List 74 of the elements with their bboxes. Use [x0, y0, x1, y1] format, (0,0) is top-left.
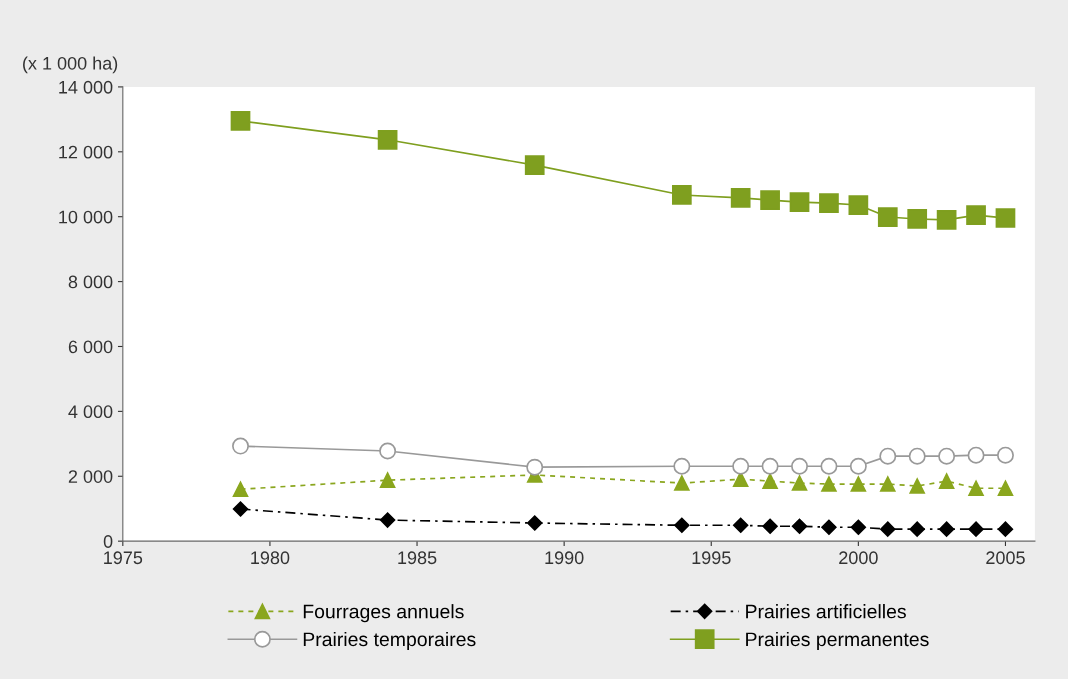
point: [760, 190, 780, 211]
point: [909, 521, 925, 537]
point: [909, 478, 925, 494]
point: [997, 480, 1014, 497]
point: [938, 473, 955, 489]
point: [877, 207, 898, 227]
point: [966, 205, 986, 225]
x-tick-label: 1975: [104, 551, 143, 565]
point: [526, 458, 544, 476]
x-tick-label: 2000: [839, 551, 878, 565]
point: [671, 185, 692, 205]
y-tick-label: 8 000: [68, 275, 113, 289]
x-tick-label: 2005: [986, 551, 1025, 565]
y-tick-label: 6 000: [68, 340, 113, 354]
point: [879, 447, 897, 465]
point: [997, 521, 1014, 537]
point: [821, 476, 837, 492]
y-tick-label: 2 000: [68, 470, 113, 483]
y-tick-label: 12 000: [59, 145, 113, 159]
y-tick-label: 10 000: [59, 210, 113, 224]
point: [762, 518, 778, 534]
point: [762, 473, 778, 489]
point: [880, 521, 896, 537]
point: [938, 521, 955, 537]
point: [968, 521, 984, 537]
point: [936, 210, 957, 230]
point: [230, 111, 251, 131]
x-tick-label: 1985: [398, 551, 437, 565]
point: [377, 129, 398, 150]
point: [820, 457, 838, 475]
point: [527, 515, 543, 531]
point: [789, 192, 810, 212]
legend-label: Prairies permanentes: [746, 631, 929, 651]
point: [232, 501, 249, 517]
legend-label: Prairies temporaires: [303, 631, 476, 651]
point: [732, 517, 749, 533]
point: [674, 475, 690, 491]
point: [850, 476, 867, 492]
point: [819, 193, 839, 213]
point: [848, 195, 869, 215]
point: [674, 517, 690, 533]
x-tick-label: 1980: [251, 551, 290, 565]
point: [732, 457, 750, 475]
legend-label: Prairies artificielles: [746, 604, 906, 619]
point: [907, 209, 928, 229]
point: [761, 457, 779, 475]
point: [673, 457, 691, 475]
y-tick-label: 4 000: [68, 405, 113, 419]
point: [791, 457, 808, 475]
point: [791, 518, 808, 534]
point: [996, 446, 1014, 464]
y-tick-label: 14 000: [59, 80, 113, 94]
point: [938, 447, 956, 465]
legend-label: Fourrages annuels: [303, 604, 464, 623]
point: [908, 447, 926, 465]
point: [791, 475, 808, 491]
point: [379, 472, 396, 488]
point: [379, 512, 396, 528]
x-tick-label: 1995: [692, 551, 731, 565]
point: [995, 208, 1016, 228]
point: [379, 442, 397, 460]
point: [524, 155, 545, 175]
x-tick-label: 1990: [545, 551, 584, 565]
point: [849, 457, 867, 475]
point: [850, 519, 867, 535]
y-axis-title: (x 1 000 ha): [23, 56, 118, 74]
point: [967, 446, 985, 464]
point: [821, 519, 837, 535]
point: [968, 480, 984, 497]
point: [232, 481, 249, 498]
point: [232, 437, 249, 455]
point: [880, 476, 896, 492]
point: [730, 188, 751, 208]
y-tick-label: 0: [103, 535, 113, 548]
